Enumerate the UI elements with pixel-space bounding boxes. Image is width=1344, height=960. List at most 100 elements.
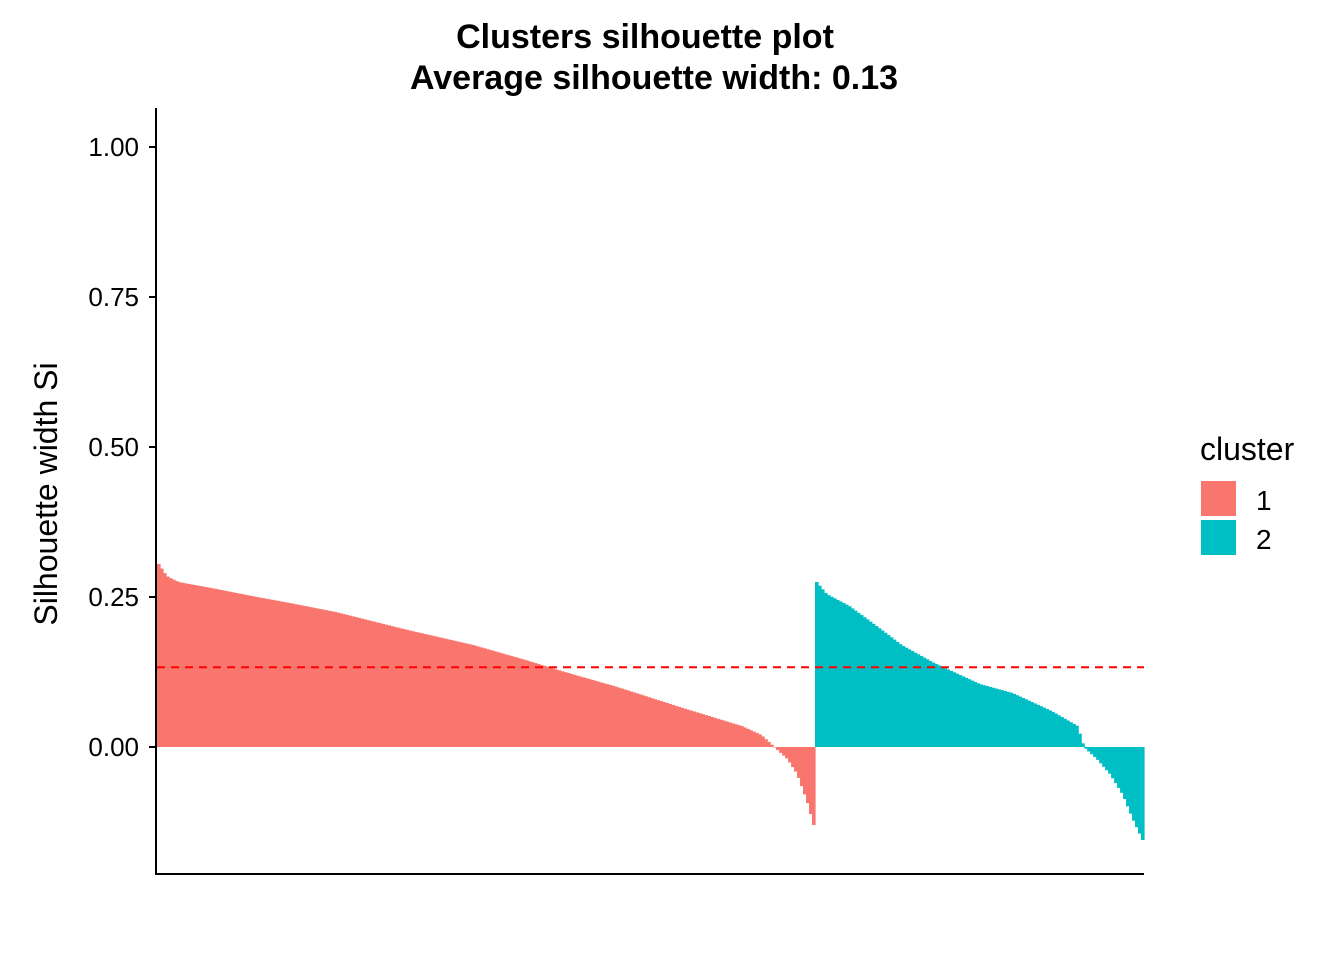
silhouette-bar-cluster-1 (309, 607, 314, 747)
silhouette-bar-cluster-1 (701, 714, 705, 747)
silhouette-bar-cluster-2 (1024, 699, 1028, 747)
silhouette-bar-cluster-1 (408, 630, 412, 747)
silhouette-bar-cluster-1 (803, 747, 807, 795)
silhouette-bar-cluster-1 (360, 618, 364, 747)
silhouette-bar-cluster-2 (1066, 720, 1070, 747)
y-tick-label: 0.75 (88, 282, 139, 312)
silhouette-bar-cluster-1 (402, 629, 406, 747)
silhouette-bar-cluster-1 (581, 677, 586, 747)
silhouette-bar-cluster-1 (674, 705, 679, 747)
silhouette-bar-cluster-1 (668, 703, 673, 747)
silhouette-bar-cluster-2 (1072, 723, 1076, 747)
silhouette-bar-cluster-1 (683, 708, 687, 747)
silhouette-bar-cluster-2 (832, 598, 837, 747)
silhouette-bar-cluster-1 (318, 608, 323, 747)
silhouette-bar-cluster-1 (351, 616, 355, 747)
silhouette-bar-cluster-2 (1117, 747, 1121, 788)
silhouette-bar-cluster-1 (354, 617, 358, 747)
silhouette-bar-cluster-1 (614, 686, 619, 747)
silhouette-bar-cluster-1 (503, 654, 508, 747)
silhouette-bar-cluster-1 (764, 739, 768, 747)
silhouette-bar-cluster-2 (925, 659, 930, 747)
y-axis-title: Silhouette width Si (28, 362, 64, 625)
silhouette-bar-cluster-1 (686, 709, 690, 747)
silhouette-bar-cluster-2 (904, 647, 909, 747)
silhouette-bar-cluster-2 (910, 651, 915, 747)
silhouette-bar-cluster-1 (165, 576, 170, 747)
silhouette-bar-cluster-2 (1111, 747, 1115, 779)
silhouette-bar-cluster-2 (826, 595, 831, 747)
silhouette-bar-cluster-1 (632, 692, 637, 747)
silhouette-bar-cluster-1 (357, 617, 361, 747)
silhouette-bar-cluster-2 (961, 676, 966, 747)
silhouette-bar-cluster-1 (629, 691, 634, 747)
silhouette-bar-cluster-2 (955, 673, 960, 747)
silhouette-bar-cluster-1 (348, 615, 353, 747)
silhouette-bar-cluster-1 (330, 611, 335, 747)
silhouette-bar-cluster-1 (659, 701, 664, 747)
silhouette-bar-cluster-1 (491, 650, 496, 747)
silhouette-bar-cluster-1 (800, 747, 804, 787)
silhouette-bar-cluster-1 (677, 706, 682, 747)
silhouette-bar-cluster-1 (474, 645, 478, 747)
silhouette-bar-cluster-1 (707, 716, 711, 747)
y-tick-label: 0.25 (88, 582, 139, 612)
silhouette-bar-cluster-1 (737, 725, 741, 747)
silhouette-bar-cluster-1 (593, 680, 598, 747)
silhouette-bar-cluster-2 (1129, 747, 1133, 814)
silhouette-bar-cluster-1 (695, 712, 699, 747)
silhouette-bar-cluster-2 (877, 628, 882, 747)
silhouette-bar-cluster-1 (219, 590, 224, 747)
silhouette-bar-cluster-1 (671, 704, 676, 747)
silhouette-bar-cluster-2 (1138, 747, 1142, 834)
silhouette-bar-cluster-2 (1105, 747, 1109, 771)
silhouette-bar-cluster-2 (922, 657, 927, 747)
legend-swatch-1 (1201, 481, 1236, 516)
silhouette-bar-cluster-1 (381, 623, 385, 747)
silhouette-bar-cluster-1 (264, 598, 269, 747)
silhouette-bar-cluster-1 (171, 579, 176, 747)
silhouette-bar-cluster-1 (575, 675, 580, 747)
silhouette-bar-cluster-2 (1060, 717, 1064, 747)
silhouette-bar-cluster-2 (991, 687, 996, 747)
silhouette-bar-cluster-1 (345, 614, 350, 747)
silhouette-bar-cluster-1 (527, 661, 532, 747)
silhouette-bar-cluster-2 (898, 644, 903, 747)
silhouette-bar-cluster-2 (994, 688, 999, 747)
silhouette-bar-cluster-1 (524, 660, 529, 747)
silhouette-bar-cluster-1 (372, 621, 376, 747)
silhouette-bar-cluster-2 (937, 665, 942, 747)
silhouette-bar-cluster-1 (758, 734, 762, 747)
silhouette-bar-cluster-2 (1039, 706, 1043, 747)
silhouette-bar-cluster-1 (590, 679, 595, 747)
silhouette-bar-cluster-2 (1015, 695, 1019, 747)
silhouette-bar-cluster-2 (913, 652, 918, 747)
silhouette-bar-cluster-1 (542, 665, 547, 747)
silhouette-bar-cluster-1 (441, 638, 445, 747)
silhouette-bar-cluster-1 (252, 596, 257, 747)
silhouette-bar-cluster-1 (162, 573, 167, 747)
silhouette-bar-cluster-2 (1135, 747, 1139, 828)
silhouette-bar-cluster-1 (512, 656, 517, 747)
silhouette-bar-cluster-1 (189, 584, 194, 747)
silhouette-bar-cluster-1 (710, 716, 714, 747)
silhouette-bar-cluster-2 (856, 612, 861, 747)
silhouette-bar-cluster-1 (812, 747, 816, 825)
silhouette-bar-cluster-2 (847, 606, 852, 747)
silhouette-bar-cluster-1 (761, 736, 765, 747)
silhouette-bar-cluster-1 (465, 643, 469, 747)
silhouette-bar-cluster-2 (931, 662, 936, 747)
silhouette-bar-cluster-1 (411, 631, 415, 747)
silhouette-bar-cluster-1 (186, 583, 191, 747)
silhouette-bar-cluster-1 (605, 684, 610, 747)
y-tick-label: 0.00 (88, 732, 139, 762)
legend-label-2: 2 (1256, 524, 1272, 555)
silhouette-bar-cluster-1 (488, 650, 493, 747)
silhouette-bar-cluster-1 (468, 644, 472, 747)
silhouette-bar-cluster-1 (453, 640, 457, 747)
silhouette-bar-cluster-1 (177, 582, 182, 747)
silhouette-bar-cluster-1 (608, 685, 613, 747)
silhouette-bar-cluster-1 (554, 669, 559, 747)
silhouette-bar-cluster-1 (207, 587, 212, 747)
silhouette-bar-cluster-1 (533, 663, 538, 747)
